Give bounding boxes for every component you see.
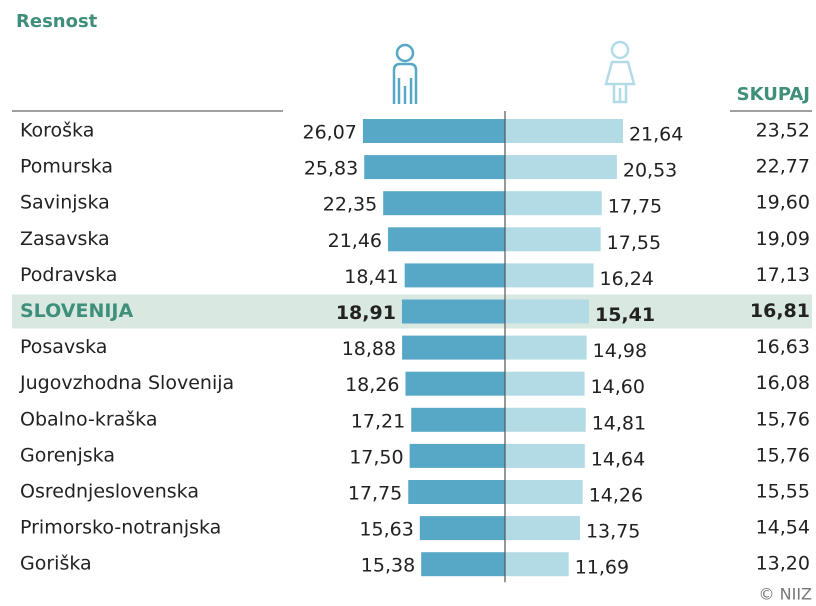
male-bar xyxy=(401,299,505,324)
male-value: 18,26 xyxy=(345,374,399,396)
total-value: 13,20 xyxy=(756,553,810,575)
female-bar xyxy=(505,480,583,504)
male-value: 18,41 xyxy=(344,266,398,288)
female-bar xyxy=(505,516,580,541)
category-label: Koroška xyxy=(20,120,94,142)
male-value: 26,07 xyxy=(303,122,357,144)
male-bar xyxy=(404,263,505,288)
male-bar xyxy=(362,119,505,143)
male-value: 17,75 xyxy=(348,483,402,505)
female-value: 20,53 xyxy=(623,160,677,182)
total-value: 16,63 xyxy=(756,336,810,358)
category-label: Gorenjska xyxy=(20,444,115,466)
male-icon xyxy=(392,43,418,104)
male-bar xyxy=(419,516,505,541)
female-value: 13,75 xyxy=(586,521,640,543)
total-value: 23,52 xyxy=(756,120,810,142)
male-value: 15,63 xyxy=(359,519,413,541)
category-label: Osrednjeslovenska xyxy=(20,481,199,503)
category-label: Jugovzhodna Slovenija xyxy=(19,372,234,394)
female-value: 16,24 xyxy=(600,268,654,290)
category-label: Posavska xyxy=(20,336,107,358)
male-bar xyxy=(364,155,505,180)
category-label: Zasavska xyxy=(20,228,110,250)
male-bar xyxy=(405,371,505,396)
total-value: 19,60 xyxy=(756,192,810,214)
female-bar xyxy=(505,263,594,288)
female-bar xyxy=(505,299,589,324)
female-bar xyxy=(505,371,585,396)
category-label: Obalno-kraška xyxy=(20,408,157,430)
male-value: 18,91 xyxy=(336,302,396,324)
female-bar xyxy=(505,407,586,432)
female-value: 14,81 xyxy=(592,412,646,434)
male-value: 22,35 xyxy=(323,194,377,216)
female-value: 11,69 xyxy=(575,557,629,579)
category-label: Pomurska xyxy=(20,156,113,178)
totals-header: SKUPAJ xyxy=(737,84,810,105)
total-value: 15,55 xyxy=(756,481,810,503)
total-value: 22,77 xyxy=(756,156,810,178)
total-value: 17,13 xyxy=(756,264,810,286)
category-label: Primorsko-notranjska xyxy=(20,517,221,539)
chart-title: Resnost xyxy=(16,11,98,32)
male-bar xyxy=(408,480,505,504)
female-bar xyxy=(505,191,602,216)
female-value: 14,60 xyxy=(591,376,645,398)
total-value: 15,76 xyxy=(756,444,810,466)
total-value: 19,09 xyxy=(756,228,810,250)
source: © NIIZ xyxy=(759,585,812,604)
female-icon xyxy=(604,40,636,104)
female-bar xyxy=(505,335,587,360)
female-value: 14,98 xyxy=(593,340,647,362)
female-bar xyxy=(505,119,623,143)
total-value: 15,76 xyxy=(756,408,810,430)
male-value: 15,38 xyxy=(361,555,415,577)
female-bar xyxy=(505,552,569,577)
female-value: 21,64 xyxy=(629,124,683,146)
male-bar xyxy=(411,407,505,432)
male-value: 21,46 xyxy=(328,230,382,252)
female-bar xyxy=(505,155,617,180)
total-value: 16,81 xyxy=(750,300,810,322)
male-bar xyxy=(388,227,505,252)
female-value: 15,41 xyxy=(595,304,655,326)
female-value: 17,55 xyxy=(607,232,661,254)
female-value: 14,64 xyxy=(591,448,645,470)
total-value: 14,54 xyxy=(756,517,810,539)
male-bar xyxy=(421,552,505,577)
male-value: 17,50 xyxy=(349,446,403,468)
male-value: 17,21 xyxy=(351,410,405,432)
female-value: 17,75 xyxy=(608,196,662,218)
male-value: 18,88 xyxy=(342,338,396,360)
female-bar xyxy=(505,227,601,252)
total-value: 16,08 xyxy=(756,372,810,394)
male-value: 25,83 xyxy=(304,158,358,180)
category-label: Podravska xyxy=(20,264,117,286)
category-label: Goriška xyxy=(20,553,92,575)
category-label: SLOVENIJA xyxy=(20,300,133,322)
female-value: 14,26 xyxy=(589,485,643,507)
female-bar xyxy=(505,443,585,468)
category-label: Savinjska xyxy=(20,192,110,214)
male-bar xyxy=(402,335,505,360)
male-bar xyxy=(409,443,505,468)
male-bar xyxy=(383,191,505,216)
